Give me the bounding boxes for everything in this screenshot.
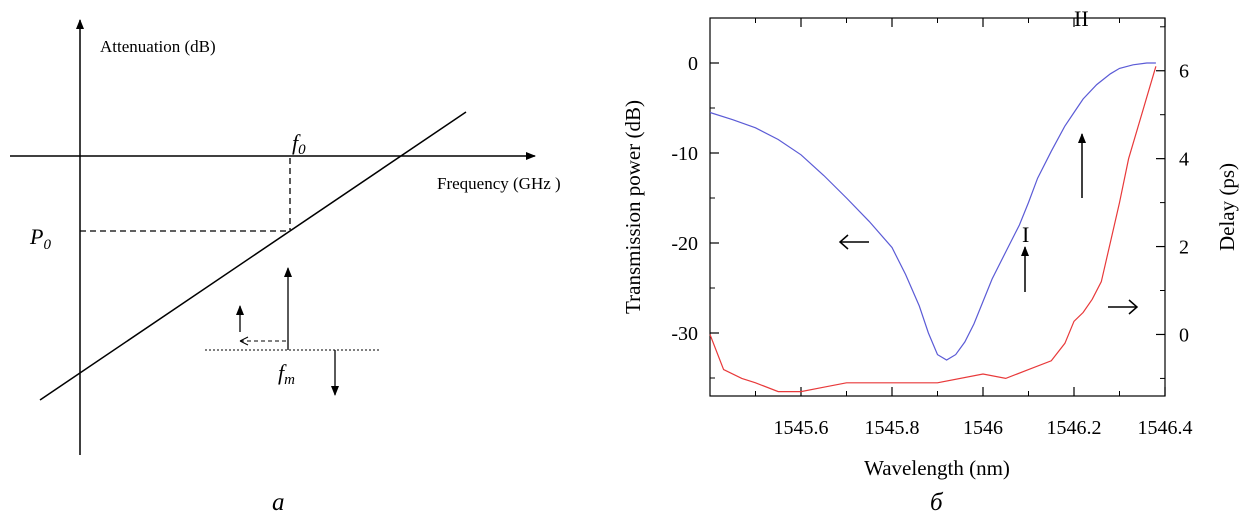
y-axis-label-left: Transmission power (dB): [621, 100, 645, 314]
marker-i-label: I: [1022, 222, 1029, 247]
left-axis-indicator: [838, 234, 869, 250]
delay-series-line: [709, 66, 1157, 393]
fm-offset-arrowhead: [239, 336, 249, 346]
y-tick-label-left: -30: [671, 323, 698, 345]
f0-label: f0: [292, 130, 306, 158]
x-tick-label: 1545.8: [865, 417, 920, 439]
y-tick-label-right: 4: [1179, 149, 1189, 171]
y-tick-label-left: -10: [671, 143, 698, 165]
ticks: 1545.6 1545.8 1546 1546.2 1546.4 0 -10 -20 -30 0 2…: [671, 17, 1193, 439]
panel-b-label: б: [930, 489, 944, 516]
attenuation-axis-label: Attenuation (dB): [100, 37, 216, 56]
y-tick-label-left: 0: [688, 53, 698, 75]
y-tick-label-left: -20: [671, 233, 698, 255]
x-axis-label: Wavelength (nm): [864, 456, 1010, 480]
y-tick-label-right: 6: [1179, 61, 1189, 83]
fm-label: fm: [278, 360, 295, 388]
panel-a-schematic: Attenuation (dB) Frequency (GHz ) f0 P0 …: [10, 19, 561, 516]
y-axis-label-right: Delay (ps): [1215, 163, 1239, 251]
y-tick-label-right: 2: [1179, 237, 1189, 259]
marker-ii-label: II: [1074, 6, 1089, 31]
p0-label: P0: [29, 224, 51, 253]
panel-b-chart: 1545.6 1545.8 1546 1546.2 1546.4 0 -10 -20 -30 0 2…: [621, 6, 1239, 516]
x-tick-label: 1546.2: [1047, 417, 1102, 439]
transmission-series-line: [709, 62, 1156, 361]
plot-frame: [709, 17, 1166, 397]
series: [709, 62, 1157, 393]
frequency-axis-label: Frequency (GHz ): [437, 174, 561, 193]
attenuation-slope-line: [39, 111, 467, 401]
right-axis-indicator: [1108, 299, 1139, 315]
y-tick-label-right: 0: [1179, 324, 1189, 346]
x-tick-label: 1545.6: [774, 417, 829, 439]
x-tick-label: 1546: [963, 417, 1003, 439]
panel-a-label: a: [272, 489, 285, 516]
x-tick-label: 1546.4: [1138, 417, 1193, 439]
